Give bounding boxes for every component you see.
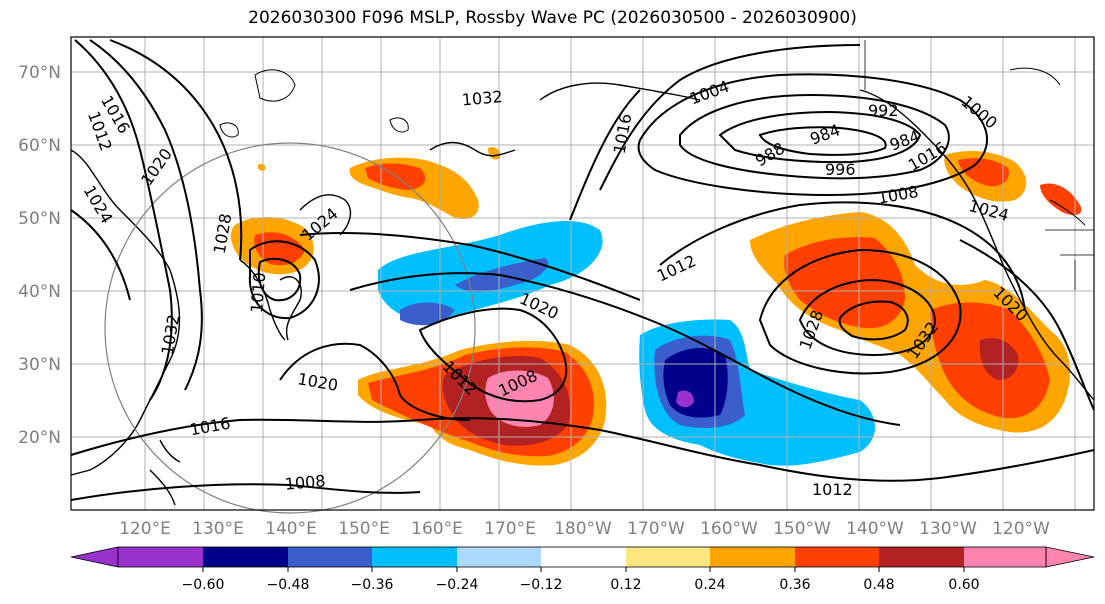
lon-label-150w: 150°W bbox=[773, 519, 831, 539]
isobar-label: 1010 bbox=[247, 272, 269, 314]
colorbar-segment bbox=[964, 547, 1046, 567]
colorbar-tick-label: 0.60 bbox=[948, 577, 979, 593]
longitude-labels: 120°E 130°E 140°E 150°E 160°E 170°E 180°… bbox=[119, 519, 1050, 539]
isobar-label: 992 bbox=[868, 101, 899, 120]
colorbar-segment bbox=[288, 547, 372, 567]
isobar-label: 1032 bbox=[461, 87, 503, 109]
lat-label-70n: 70°N bbox=[18, 63, 61, 83]
lon-label-180w: 180°W bbox=[554, 519, 612, 539]
lon-label-120e: 120°E bbox=[119, 519, 171, 539]
lon-label-150e: 150°E bbox=[338, 519, 390, 539]
map-title: 2026030300 F096 MSLP, Rossby Wave PC (20… bbox=[248, 8, 857, 28]
colorbar-tick-label: −0.36 bbox=[351, 577, 394, 593]
reference-circle bbox=[104, 142, 476, 514]
lat-label-40n: 40°N bbox=[18, 282, 61, 302]
lon-label-160w: 160°W bbox=[700, 519, 758, 539]
lon-label-160e: 160°E bbox=[411, 519, 463, 539]
colorbar-tick-label: −0.60 bbox=[182, 577, 225, 593]
lat-label-20n: 20°N bbox=[18, 428, 61, 448]
isobars bbox=[70, 39, 1095, 501]
anomaly-shading bbox=[230, 147, 1082, 466]
colorbar-tick-label: 0.36 bbox=[779, 577, 810, 593]
colorbar: −0.60 −0.48 −0.36 −0.24 −0.12 0.12 0.24 … bbox=[70, 546, 1095, 593]
map-panel[interactable]: 1016 1012 1020 1024 1028 1032 1016 1010 … bbox=[70, 36, 1095, 514]
lat-label-50n: 50°N bbox=[18, 209, 61, 229]
colorbar-segment bbox=[118, 547, 203, 567]
colorbar-segment bbox=[710, 547, 795, 567]
colorbar-extend-right bbox=[1045, 546, 1095, 568]
colorbar-extend-left bbox=[70, 546, 119, 568]
isobar-label: 1012 bbox=[812, 480, 853, 499]
map-frame bbox=[70, 36, 1095, 511]
colorbar-tick-label: 0.48 bbox=[863, 577, 894, 593]
colorbar-tick-label: 0.12 bbox=[610, 577, 641, 593]
colorbar-segment bbox=[203, 547, 288, 567]
colorbar-tick-label: 0.24 bbox=[694, 577, 725, 593]
colorbar-tick-label: −0.48 bbox=[267, 577, 310, 593]
latitude-labels: 70°N 60°N 50°N 40°N 30°N 20°N bbox=[18, 63, 61, 448]
isobar-label: 996 bbox=[825, 160, 856, 179]
lat-label-30n: 30°N bbox=[18, 355, 61, 375]
colorbar-segment bbox=[457, 547, 541, 567]
lon-label-130e: 130°E bbox=[192, 519, 244, 539]
lon-label-140w: 140°W bbox=[846, 519, 904, 539]
lon-label-130w: 130°W bbox=[919, 519, 977, 539]
lat-label-60n: 60°N bbox=[18, 136, 61, 156]
coastlines bbox=[70, 82, 1095, 506]
colorbar-segment bbox=[372, 547, 457, 567]
lon-label-120w: 120°W bbox=[992, 519, 1050, 539]
isobar-label: 1008 bbox=[284, 471, 326, 493]
colorbar-segment bbox=[795, 547, 879, 567]
graticule bbox=[71, 37, 1094, 510]
colorbar-segment bbox=[626, 547, 710, 567]
colorbar-tick-label: −0.24 bbox=[436, 577, 479, 593]
colorbar-segment bbox=[541, 547, 626, 567]
lon-label-170w: 170°W bbox=[627, 519, 685, 539]
lon-label-140e: 140°E bbox=[265, 519, 317, 539]
political-borders bbox=[864, 40, 1094, 290]
colorbar-tick-label: −0.12 bbox=[520, 577, 563, 593]
lon-label-170e: 170°E bbox=[484, 519, 536, 539]
colorbar-segment bbox=[879, 547, 964, 567]
